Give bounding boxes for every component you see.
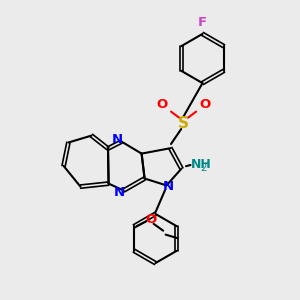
Text: O: O xyxy=(200,98,211,111)
Text: NH: NH xyxy=(191,158,212,171)
Text: N: N xyxy=(114,186,125,199)
Text: O: O xyxy=(156,98,168,111)
Text: N: N xyxy=(162,180,174,193)
Text: N: N xyxy=(112,133,123,146)
Text: O: O xyxy=(145,213,156,226)
Text: 2: 2 xyxy=(200,163,206,173)
Text: F: F xyxy=(198,16,207,28)
Text: S: S xyxy=(178,116,189,130)
